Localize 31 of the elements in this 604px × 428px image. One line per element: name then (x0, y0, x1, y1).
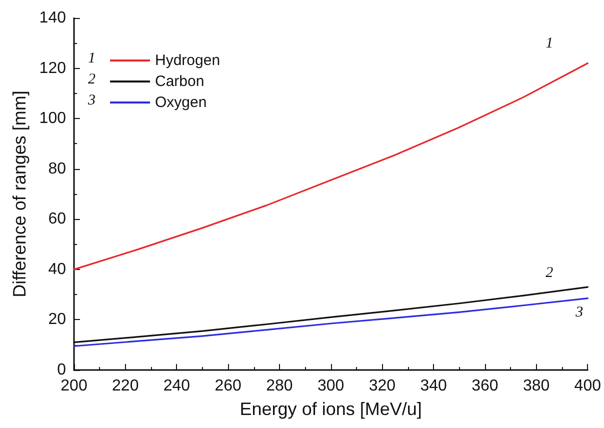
text: 3 (576, 304, 584, 320)
x-tick-label: 340 (420, 378, 447, 394)
y-tick-label: 100 (39, 110, 66, 128)
y-tick-label: 40 (48, 260, 66, 278)
x-tick-label: 280 (266, 378, 293, 394)
x-tick-label: 220 (112, 378, 139, 394)
annotation: 3 (87, 92, 96, 108)
y-tick-label: 60 (48, 210, 66, 228)
x-tick-label: 380 (522, 378, 550, 394)
y-axis-title: Difference of ranges [mm] (9, 90, 30, 298)
text: 1 (546, 35, 554, 52)
x-tick-label: 260 (214, 378, 242, 394)
x-tick-label: 240 (163, 378, 190, 394)
legend-label: Oxygen (155, 94, 207, 111)
x-tick-label: 200 (60, 378, 88, 394)
x-tick-label: 300 (317, 378, 344, 394)
y-tick-label: 20 (48, 311, 66, 328)
y-tick-label: 0 (57, 362, 66, 378)
annotation: 2 (88, 72, 96, 88)
y-tick-label: 80 (48, 160, 66, 178)
x-tick-label: 400 (574, 378, 602, 394)
legend-label: Carbon (155, 73, 204, 90)
y-tick-label: 120 (39, 60, 66, 77)
y-tick-label: 140 (39, 10, 66, 26)
line-series (73, 298, 588, 347)
x-tick-label: 320 (368, 378, 396, 394)
x-tick-label: 360 (472, 378, 498, 394)
legend-label: Hydrogen (155, 52, 220, 69)
x-axis-title: Energy of ions [MeV/u] (240, 399, 422, 419)
annotation: 1 (88, 50, 96, 66)
text: 2 (546, 265, 554, 282)
